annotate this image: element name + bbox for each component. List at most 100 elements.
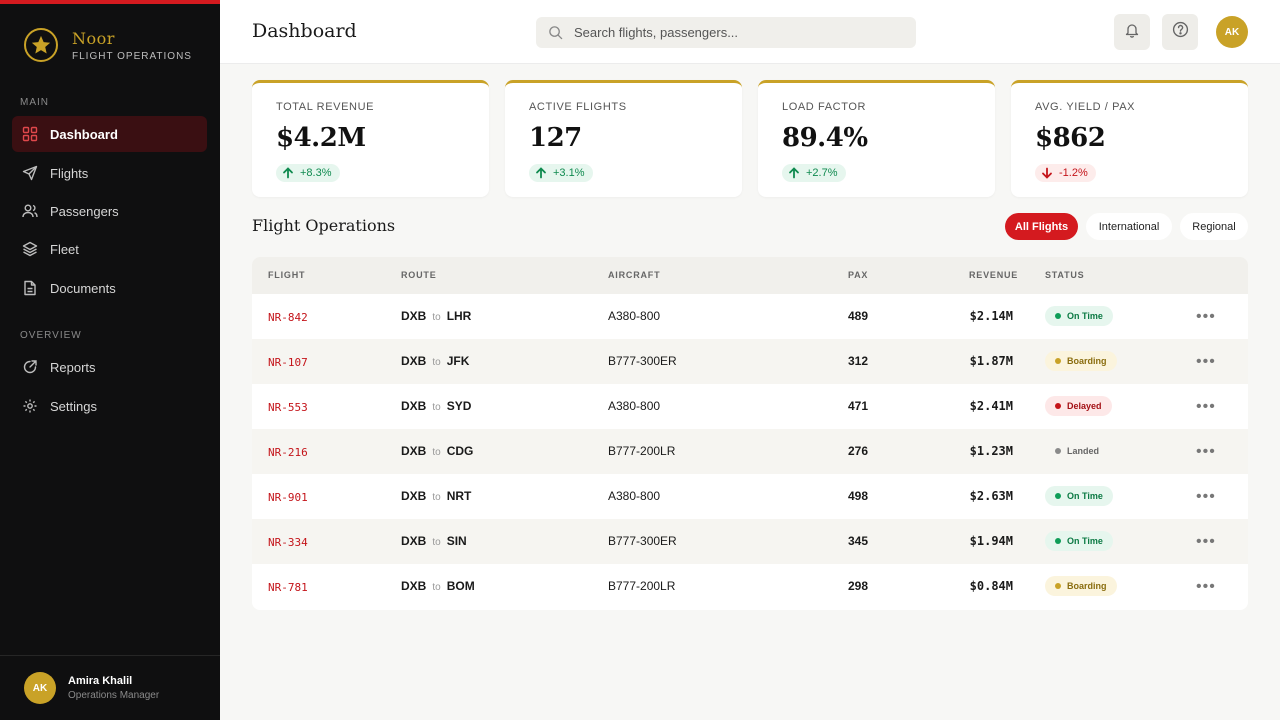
more-options-button[interactable]: ••• (1196, 578, 1216, 595)
filter-all-flights[interactable]: All Flights (1005, 213, 1078, 240)
table-row[interactable]: NR-334 DXB to SIN B777-300ER 345 $1.94M On Time… (252, 519, 1248, 564)
column-header-pax[interactable]: PAX (848, 270, 869, 280)
kpi-delta: -1.2% (1035, 164, 1096, 182)
brand[interactable]: Noor FLIGHT OPERATIONS (24, 28, 192, 62)
search-input[interactable] (574, 25, 874, 40)
flight-number[interactable]: NR-901 (268, 491, 308, 504)
layers-icon (22, 241, 38, 257)
pax-count: 312 (847, 354, 868, 368)
column-header-flight[interactable]: FLIGHT (268, 270, 306, 280)
column-header-route[interactable]: ROUTE (401, 270, 437, 280)
users-icon (22, 203, 38, 219)
route-connector: to (432, 492, 441, 503)
route-connector: to (432, 447, 441, 458)
more-options-button[interactable]: ••• (1196, 533, 1216, 550)
accent-bar (0, 0, 220, 4)
settings-icon (22, 398, 38, 414)
sidebar-item-fleet[interactable]: Fleet (12, 231, 207, 267)
kpi-label: AVG. YIELD / PAX (1035, 101, 1136, 113)
notifications-button[interactable] (1114, 14, 1150, 50)
user-avatar-button[interactable]: AK (1216, 16, 1248, 48)
sidebar-item-flights[interactable]: Flights (12, 155, 207, 191)
column-header-revenue[interactable]: REVENUE (969, 270, 1019, 280)
arrow-down-icon (1041, 167, 1053, 179)
column-header-aircraft[interactable]: AIRCRAFT (608, 270, 661, 280)
aircraft: B777-200LR (608, 444, 676, 458)
status-badge: On Time (1045, 486, 1113, 506)
search-bar[interactable] (536, 17, 916, 48)
route-destination: BOM (446, 579, 475, 593)
help-button[interactable] (1162, 14, 1198, 50)
status-text: Delayed (1067, 401, 1102, 411)
table-row[interactable]: NR-842 DXB to LHR A380-800 489 $2.14M On Time ••… (252, 294, 1248, 339)
sidebar-item-label: Documents (50, 280, 116, 296)
revenue: $1.94M (969, 534, 1013, 548)
top-header: Dashboard AK (220, 0, 1280, 64)
brand-name: Noor (72, 28, 115, 48)
kpi-delta: +2.7% (782, 164, 846, 182)
user-profile[interactable]: AK Amira Khalil Operations Manager (0, 655, 220, 720)
filter-regional[interactable]: Regional (1180, 213, 1248, 240)
status-dot-icon (1055, 538, 1061, 544)
route-destination: SIN (446, 534, 467, 548)
table-row[interactable]: NR-901 DXB to NRT A380-800 498 $2.63M On Time ••… (252, 474, 1248, 519)
nav-section-main: MAIN (20, 97, 49, 108)
kpi-value: 127 (529, 123, 582, 153)
column-header-status[interactable]: STATUS (1045, 270, 1085, 280)
flight-number[interactable]: NR-216 (268, 446, 308, 459)
arrow-up-icon (788, 167, 800, 179)
revenue: $2.63M (969, 489, 1013, 503)
aircraft: A380-800 (608, 489, 661, 503)
nav-section-overview: OVERVIEW (20, 330, 82, 341)
status-text: On Time (1067, 536, 1103, 546)
flight-number[interactable]: NR-553 (268, 401, 308, 414)
sidebar-item-reports[interactable]: Reports (12, 349, 207, 385)
kpi-card-active-flights: ACTIVE FLIGHTS 127 +3.1% (505, 80, 742, 197)
more-options-button[interactable]: ••• (1196, 443, 1216, 460)
status-dot-icon (1055, 493, 1061, 499)
more-options-button[interactable]: ••• (1196, 398, 1216, 415)
table-row[interactable]: NR-107 DXB to JFK B777-300ER 312 $1.87M Boardin… (252, 339, 1248, 384)
sidebar-item-settings[interactable]: Settings (12, 388, 207, 424)
kpi-card-avg-yield: AVG. YIELD / PAX $862 -1.2% (1011, 80, 1248, 197)
route-origin: DXB (401, 399, 427, 413)
more-options-button[interactable]: ••• (1196, 488, 1216, 505)
sidebar-item-documents[interactable]: Documents (12, 270, 207, 306)
sidebar-item-passengers[interactable]: Passengers (12, 193, 207, 229)
flight-number[interactable]: NR-107 (268, 356, 308, 369)
route: DXB to BOM (401, 579, 475, 593)
flight-number[interactable]: NR-842 (268, 311, 308, 324)
status-dot-icon (1055, 583, 1061, 589)
avatar: AK (24, 672, 56, 704)
page-title: Dashboard (252, 20, 357, 42)
kpi-card-total-revenue: TOTAL REVENUE $4.2M +8.3% (252, 80, 489, 197)
user-name: Amira Khalil (68, 675, 133, 687)
pax-count: 498 (847, 489, 868, 503)
status-dot-icon (1055, 313, 1061, 319)
route-origin: DXB (401, 444, 427, 458)
route-destination: CDG (446, 444, 474, 458)
kpi-value: $862 (1035, 123, 1106, 153)
table-row[interactable]: NR-216 DXB to CDG B777-200LR 276 $1.23M Landed •… (252, 429, 1248, 474)
kpi-card-load-factor: LOAD FACTOR 89.4% +2.7% (758, 80, 995, 197)
arrow-up-icon (535, 167, 547, 179)
kpi-delta-text: +8.3% (300, 167, 332, 179)
user-role: Operations Manager (68, 690, 160, 701)
kpi-delta-text: +2.7% (806, 167, 838, 179)
route-destination: JFK (446, 354, 470, 368)
flight-number[interactable]: NR-781 (268, 581, 308, 594)
more-options-button[interactable]: ••• (1196, 308, 1216, 325)
more-options-button[interactable]: ••• (1196, 353, 1216, 370)
section-title: Flight Operations (252, 216, 396, 235)
route-origin: DXB (401, 489, 427, 503)
flight-number[interactable]: NR-334 (268, 536, 308, 549)
filter-international[interactable]: International (1086, 213, 1172, 240)
sidebar-item-dashboard[interactable]: Dashboard (12, 116, 207, 152)
status-dot-icon (1055, 448, 1061, 454)
sidebar-item-label: Passengers (50, 203, 119, 219)
table-row[interactable]: NR-553 DXB to SYD A380-800 471 $2.41M Delayed ••… (252, 384, 1248, 429)
route-connector: to (432, 357, 441, 368)
table-row[interactable]: NR-781 DXB to BOM B777-200LR 298 $0.84M Boardin… (252, 564, 1248, 609)
status-badge: Boarding (1045, 576, 1117, 596)
kpi-delta-text: +3.1% (553, 167, 585, 179)
